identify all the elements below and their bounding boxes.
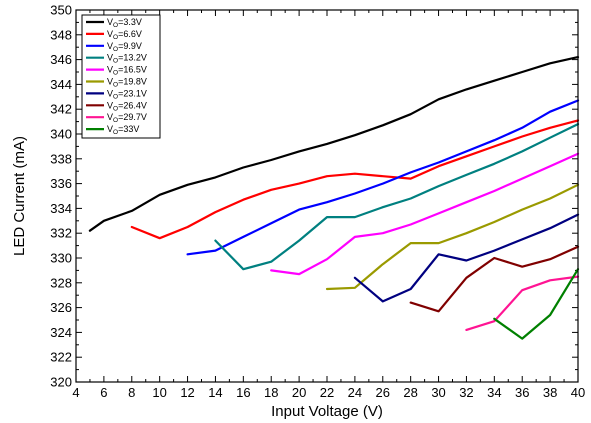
legend-label: VO=13.2V [107, 53, 147, 65]
legend-label: VO=16.5V [107, 65, 147, 77]
x-tick-label: 12 [180, 385, 194, 400]
y-tick-label: 330 [50, 251, 72, 266]
plot-area-frame [75, 9, 579, 383]
series-line-9 [465, 275, 580, 331]
y-tick-label: 332 [50, 226, 72, 241]
y-tick-label: 350 [50, 3, 72, 18]
legend-label: VO=26.4V [107, 100, 147, 112]
x-tick-label: 4 [72, 385, 79, 400]
x-tick-label: 24 [348, 385, 362, 400]
x-tick-label: 14 [208, 385, 222, 400]
series-line-4 [214, 122, 580, 271]
legend-label: VO=6.6V [107, 29, 142, 41]
y-tick-label: 338 [50, 151, 72, 166]
series-line-7 [353, 213, 580, 303]
y-tick-label: 346 [50, 52, 72, 67]
legend-label: VO=19.8V [107, 77, 147, 89]
legend-label: VO=29.7V [107, 112, 147, 124]
y-tick-label: 328 [50, 275, 72, 290]
x-tick-label: 28 [403, 385, 417, 400]
x-tick-label: 26 [376, 385, 390, 400]
x-tick-label: 30 [431, 385, 445, 400]
x-tick-label: 6 [100, 385, 107, 400]
y-tick-label: 340 [50, 127, 72, 142]
legend-label: VO=23.1V [107, 88, 147, 100]
y-tick-label: 334 [50, 201, 72, 216]
x-tick-label: 8 [128, 385, 135, 400]
y-tick-label: 326 [50, 300, 72, 315]
x-tick-label: 32 [459, 385, 473, 400]
series-line-3 [186, 99, 580, 256]
x-tick-label: 36 [515, 385, 529, 400]
y-tick-label: 342 [50, 102, 72, 117]
series-line-1 [88, 55, 580, 232]
y-tick-label: 324 [50, 325, 72, 340]
legend-label: VO=3.3V [107, 17, 142, 29]
x-tick-label: 38 [543, 385, 557, 400]
series-line-10 [493, 268, 580, 340]
x-tick-label: 40 [571, 385, 585, 400]
series-line-2 [130, 119, 580, 240]
x-axis-label: Input Voltage (V) [271, 403, 383, 420]
x-tick-label: 16 [236, 385, 250, 400]
x-tick-label: 22 [320, 385, 334, 400]
y-tick-label: 322 [50, 350, 72, 365]
y-axis-label: LED Current (mA) [11, 136, 28, 256]
series-line-8 [409, 245, 580, 313]
y-tick-label: 348 [50, 27, 72, 42]
series-line-5 [270, 152, 580, 276]
y-tick-label: 344 [50, 77, 72, 92]
y-tick-label: 336 [50, 176, 72, 191]
legend-label: VO=9.9V [107, 41, 142, 53]
legend: VO=3.3VVO=6.6VVO=9.9VVO=13.2VVO=16.5VVO=… [81, 14, 161, 139]
x-tick-label: 34 [487, 385, 501, 400]
series-line-6 [325, 183, 580, 291]
legend-label: VO=33V [107, 124, 139, 136]
series-layer [88, 55, 580, 340]
y-tick-label: 320 [50, 375, 72, 390]
x-tick-label: 18 [264, 385, 278, 400]
x-tick-label: 10 [152, 385, 166, 400]
x-tick-label: 20 [292, 385, 306, 400]
